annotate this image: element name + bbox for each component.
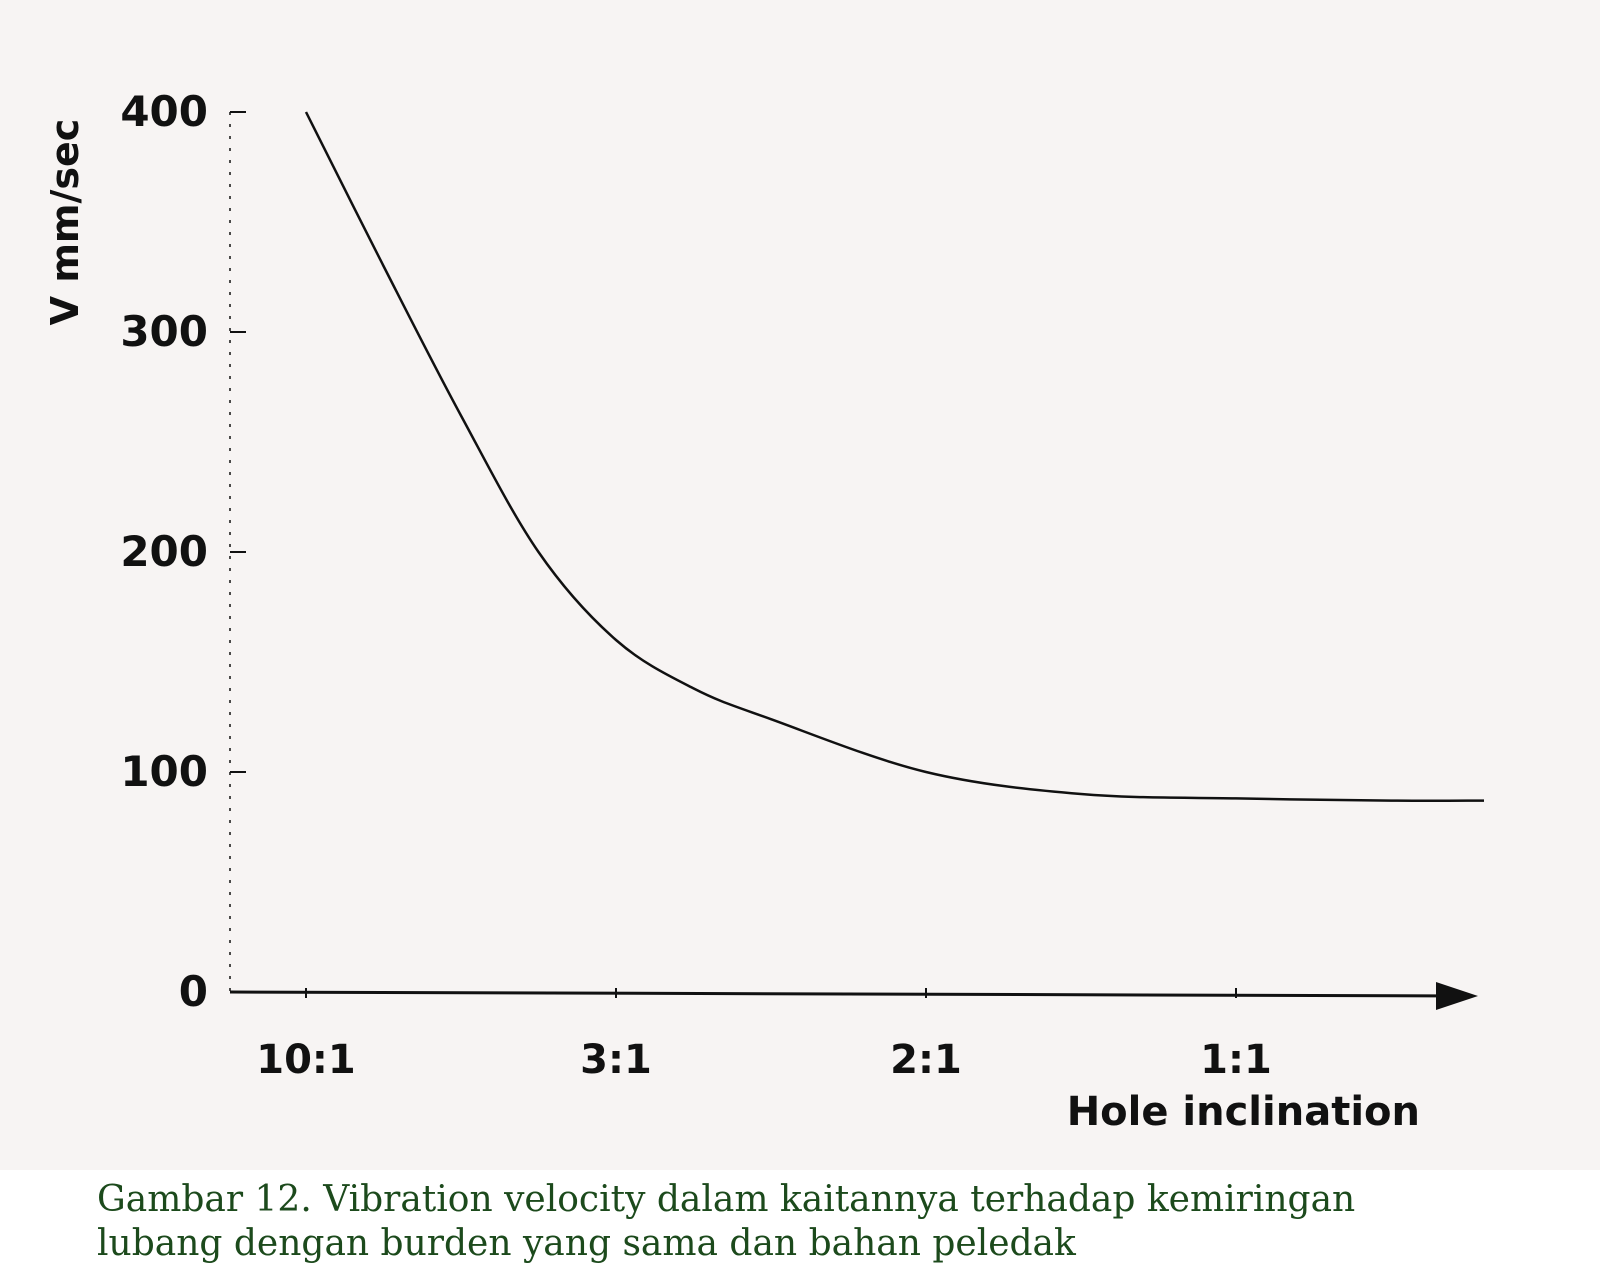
caption-line-2: lubang dengan burden yang sama dan bahan… <box>97 1223 1076 1264</box>
y-axis-title: V mm/sec <box>43 119 87 326</box>
y-tick-label-300: 300 <box>120 307 208 356</box>
x-tick-label-2: 2:1 <box>890 1037 962 1083</box>
series-line-0 <box>304 111 1485 803</box>
vibration-velocity-chart: 0 100 200 300 400 10:1 3:1 2:1 1:1 Hole inclinati… <box>43 87 1485 1135</box>
x-axis-arrow <box>1436 982 1478 1010</box>
figure-caption: Gambar 12. Vibration velocity dalam kait… <box>97 1178 1577 1266</box>
y-tick-label-0: 0 <box>179 967 208 1016</box>
x-axis-title: Hole inclination <box>1067 1089 1420 1135</box>
caption-line-1: Gambar 12. Vibration velocity dalam kait… <box>97 1179 1356 1220</box>
y-tick-label-200: 200 <box>120 527 208 576</box>
x-tick-label-1: 3:1 <box>580 1037 652 1083</box>
y-tick-label-400: 400 <box>120 87 208 136</box>
y-tick-label-100: 100 <box>120 747 208 796</box>
x-axis-line <box>229 990 1469 998</box>
chart-area: 0 100 200 300 400 10:1 3:1 2:1 1:1 Hole inclinati… <box>0 0 1600 1170</box>
x-tick-label-3: 1:1 <box>1200 1037 1272 1083</box>
x-tick-label-0: 10:1 <box>256 1037 356 1083</box>
